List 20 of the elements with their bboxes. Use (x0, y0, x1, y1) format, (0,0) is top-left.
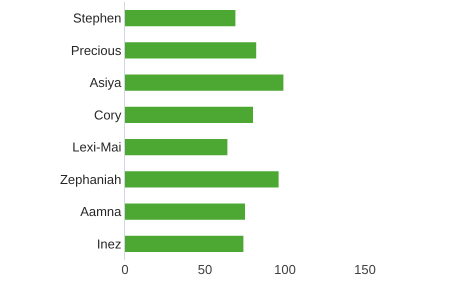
bar (125, 74, 284, 91)
bar (125, 204, 245, 220)
y-tick-label: Zephaniah (60, 172, 122, 187)
y-tick-label: Aamna (80, 204, 122, 220)
bar (125, 171, 279, 188)
y-tick-label: Inez (96, 236, 122, 252)
x-tick-label: 50 (198, 262, 212, 277)
bar (125, 139, 228, 156)
x-tick-label: 100 (274, 262, 296, 277)
bar (125, 42, 256, 58)
y-tick-label: Cory (94, 107, 122, 122)
y-tick-label: Asiya (90, 75, 122, 90)
bar (125, 236, 244, 252)
bar (125, 106, 253, 123)
x-tick-label: 0 (121, 262, 129, 277)
y-tick-label: Precious (70, 42, 122, 58)
bar (125, 10, 236, 26)
y-tick-label: Lexi-Mai (72, 140, 122, 155)
x-tick-label: 150 (354, 262, 376, 277)
y-tick-label: Stephen (72, 10, 122, 26)
